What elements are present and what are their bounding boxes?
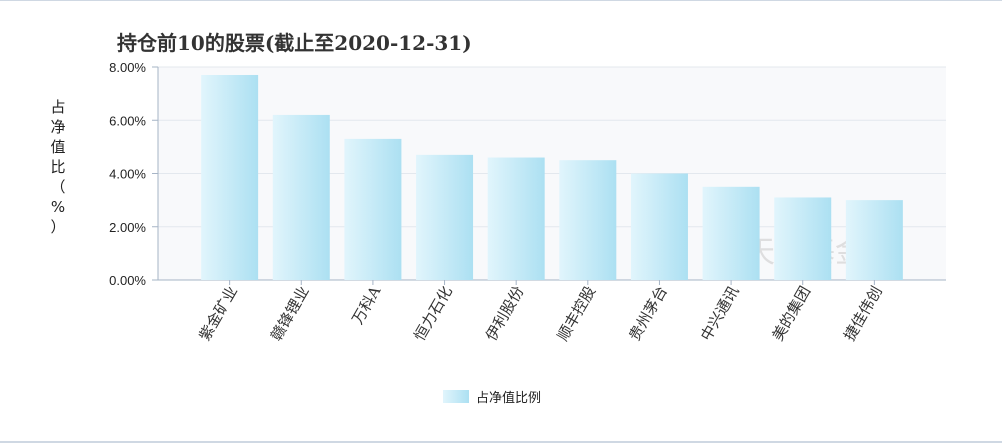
x-tick-label: 贵州茅台 [625,283,671,344]
x-tick-label: 赣锋锂业 [267,283,313,344]
y-tick-label: 0.00% [109,273,146,288]
x-tick-label: 伊利股份 [482,283,528,344]
x-tick-label: 顺丰控股 [554,283,600,344]
y-tick-label: 6.00% [109,113,146,128]
bars [201,74,903,281]
bar[interactable] [774,197,832,280]
bar[interactable] [201,74,259,280]
x-tick-label: 紫金矿业 [196,283,242,344]
bar[interactable] [845,200,903,280]
top-divider [0,0,1002,1]
legend-label: 占净值比例 [476,390,541,406]
y-tick-label: 4.00% [109,167,146,182]
y-axis-label-char: （ [50,178,65,196]
y-axis-label-char: 值 [50,138,65,156]
y-ticks: 0.00% 2.00% 4.00% 6.00% 8.00% [109,60,158,288]
y-axis-label-char: 比 [50,158,65,176]
x-tick-label: 恒力石化 [410,283,456,344]
bar[interactable] [344,138,402,280]
y-tick-label: 8.00% [109,60,146,75]
y-axis-label-char: 净 [50,118,65,136]
legend[interactable]: 占净值比例 [443,390,541,406]
legend-swatch [443,390,469,403]
y-axis-label-char: 占 [50,98,65,116]
y-tick-label: 2.00% [109,220,146,235]
bar[interactable] [272,114,330,280]
y-axis-label-char: ） [50,218,65,236]
bar[interactable] [702,186,760,280]
bar[interactable] [559,160,617,280]
x-tick-label: 中兴通讯 [697,283,743,344]
x-tick-label: 捷佳伟创 [840,283,886,344]
x-tick-label: 美的集团 [769,283,815,344]
chart-title: 持仓前10的股票(截止至2020-12-31) [117,31,472,55]
x-ticks: 紫金矿业 赣锋锂业 万科A 恒力石化 伊利股份 顺丰控股 贵州茅台 中兴通讯 美的集团 捷佳伟创 [196,280,886,344]
bottom-divider [0,441,1002,443]
y-axis-label: 占净值比 （% ） [50,98,65,236]
y-axis-label-char: % [51,198,65,216]
bar[interactable] [487,157,545,280]
bar[interactable] [416,154,474,280]
x-tick-label: 万科A [348,283,384,328]
bar[interactable] [630,173,688,281]
